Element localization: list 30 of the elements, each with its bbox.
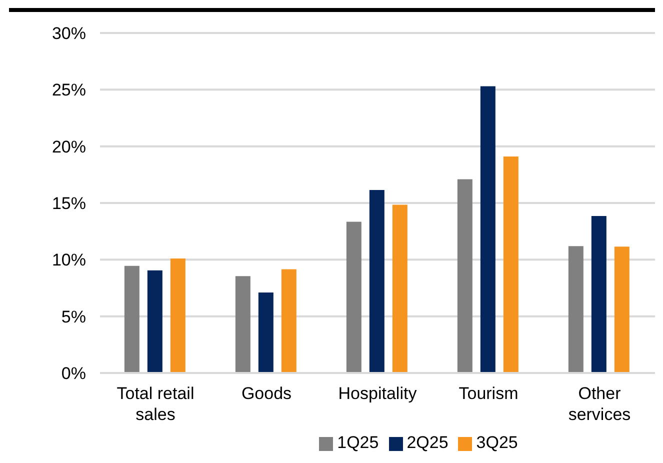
bar [258,292,274,373]
bar [147,270,162,373]
bar [170,258,186,373]
bar [480,86,496,373]
y-tick-label: 20% [52,137,86,156]
x-tick-label: Total retail sales [116,384,194,424]
y-tick-label: 15% [52,194,86,214]
bar [346,222,362,373]
bar [369,190,384,373]
y-tick-label: 25% [52,80,86,100]
legend-label: 2Q25 [406,433,448,452]
bar [392,204,408,373]
bar [591,216,606,373]
bar [457,179,472,373]
bar [235,276,250,373]
bar [124,266,140,373]
legend-label: 3Q25 [476,433,518,452]
bar [281,269,296,373]
legend-label: 1Q25 [337,433,379,452]
bar [568,246,584,373]
bar [503,156,518,373]
x-tick-label: Tourism [458,384,518,403]
x-tick-label: Goods [241,384,292,403]
x-tick-label: Other services [568,384,631,424]
y-tick-label: 0% [61,364,86,384]
y-tick-label: 10% [52,250,86,270]
y-tick-label: 5% [61,307,86,326]
y-tick-label: 30% [52,24,86,44]
x-tick-label: Hospitality [338,384,418,403]
bar [614,246,630,373]
